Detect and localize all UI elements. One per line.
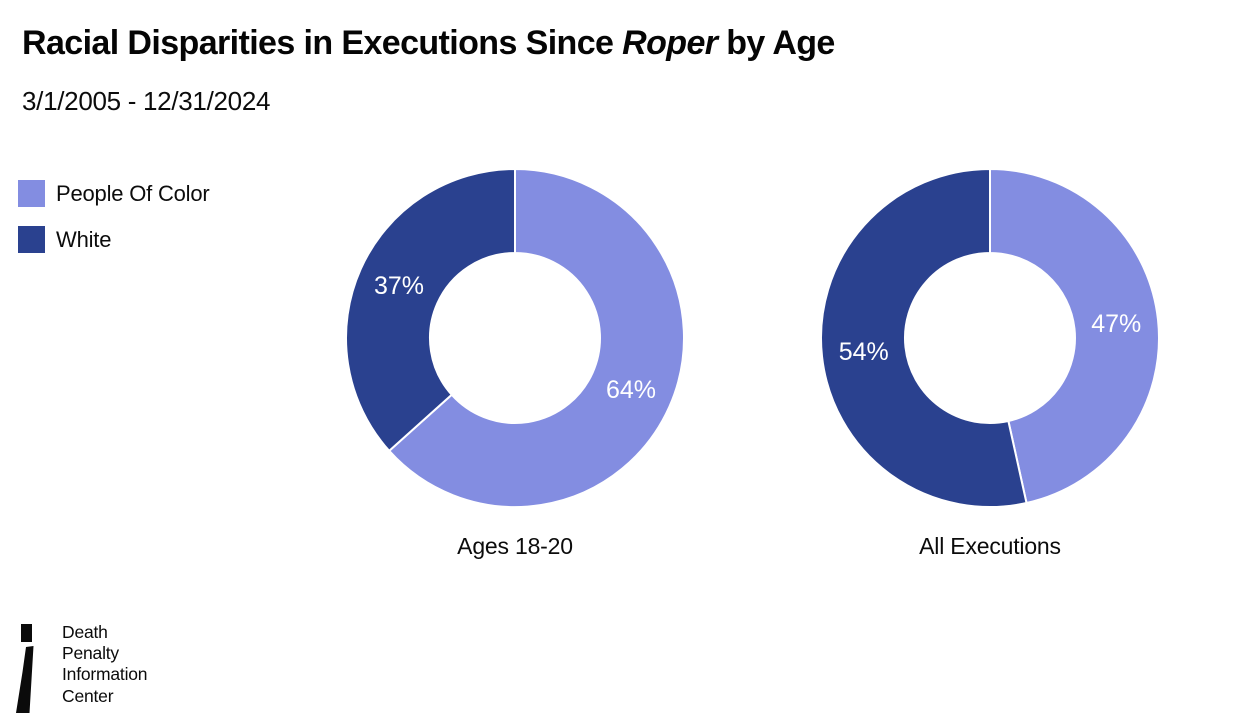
legend-item-white: White [18,226,210,253]
donut-slice-white [820,168,1028,508]
legend-item-people-of-color: People Of Color [18,180,210,207]
donut-slice-white [345,168,516,452]
donut-slice-people-of-color [388,168,685,508]
chart-legend: People Of Color White [18,180,210,272]
page-title-text-end: by Age [717,24,835,62]
page-title-italic-word: Roper [622,24,718,62]
legend-label-white: White [56,226,112,252]
dpic-logo-line: Center [62,685,114,706]
legend-label-people-of-color: People Of Color [56,180,210,206]
slice-percent-label-white: 37% [374,272,424,300]
date-range-subtitle: 3/1/2005 - 12/31/2024 [22,86,271,116]
dpic-logo-text: Death Penalty Information Center [62,620,148,716]
dpic-i-icon [16,624,34,713]
dpic-logo-line: Penalty [62,643,119,664]
slice-percent-label-people-of-color: 64% [606,376,656,404]
donut-chart-ages-18-20: 64% 37% [345,168,685,508]
donut-caption-ages-18-20: Ages 18-20 [457,533,573,559]
donut-slice-people-of-color [989,168,1160,505]
legend-swatch-white [18,226,45,253]
dpic-logo-line: Death [62,622,108,642]
page-title-text: Racial Disparities in Executions Since [22,24,623,62]
donut-caption-all-executions: All Executions [919,533,1061,559]
dpic-logo: Death Penalty Information Center [14,620,148,716]
donut-chart-all-executions: 47% 54% [820,168,1160,508]
slice-percent-label-people-of-color: 47% [1091,310,1141,338]
slice-percent-label-white: 54% [839,338,889,366]
page-title: Racial Disparities in Executions Since R… [22,24,835,63]
legend-swatch-people-of-color [18,180,45,207]
dpic-logo-line: Information [62,664,148,685]
